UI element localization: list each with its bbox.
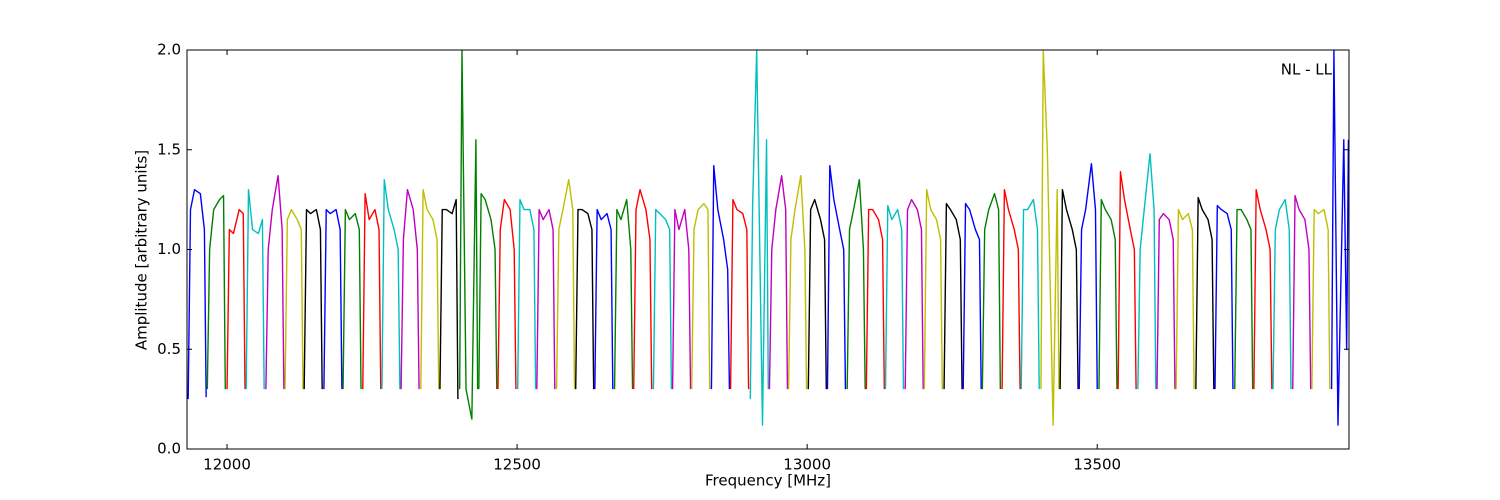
- line-series: [362, 192, 382, 390]
- line-series: [1330, 50, 1349, 426]
- line-series: [884, 204, 905, 390]
- line-series: [981, 192, 1002, 390]
- y-tick-label: 1.0: [157, 240, 181, 258]
- line-series: [613, 198, 634, 390]
- x-tick-label: 13500: [1073, 456, 1121, 474]
- line-series: [206, 194, 226, 390]
- line-series: [923, 188, 944, 390]
- line-series: [1156, 212, 1176, 390]
- line-series: [536, 208, 556, 390]
- line-series: [265, 174, 285, 390]
- line-series: [439, 198, 459, 400]
- line-series: [1078, 163, 1098, 390]
- line-series: [962, 202, 982, 390]
- line-series: [652, 208, 673, 390]
- line-series: [1059, 188, 1079, 390]
- line-series: [245, 188, 265, 390]
- line-series: [729, 198, 750, 390]
- line-series: [303, 208, 323, 390]
- line-series: [846, 178, 866, 390]
- line-series: [710, 165, 731, 390]
- line-series: [633, 188, 653, 390]
- line-series: [400, 188, 420, 390]
- line-series: [458, 50, 479, 420]
- line-series: [826, 165, 847, 390]
- line-series: [1175, 208, 1195, 390]
- line-series: [691, 202, 711, 390]
- line-series: [904, 198, 924, 390]
- y-tick-label: 0.5: [157, 340, 181, 358]
- x-tick-label: 12000: [203, 456, 251, 474]
- line-series: [226, 208, 246, 390]
- lines: [187, 50, 1349, 426]
- line-series: [768, 174, 789, 390]
- line-series: [943, 202, 963, 390]
- x-tick-label: 13000: [783, 456, 831, 474]
- line-series: [342, 208, 362, 390]
- line-series: [497, 198, 517, 390]
- line-series: [516, 198, 537, 390]
- x-axis-label: Frequency [MHz]: [705, 472, 831, 490]
- y-tick-label: 2.0: [157, 41, 181, 59]
- line-series: [1292, 194, 1312, 390]
- line-series: [807, 198, 828, 390]
- line-series: [1020, 198, 1040, 390]
- line-series: [1253, 188, 1273, 390]
- line-series: [1001, 188, 1021, 390]
- line-series: [865, 208, 886, 390]
- y-tick-label: 0.0: [157, 440, 181, 458]
- line-series: [1098, 198, 1118, 390]
- line-series: [420, 188, 440, 390]
- line-series: [574, 208, 595, 390]
- line-series: [671, 208, 692, 390]
- line-series: [1040, 50, 1060, 426]
- y-axis-label: Amplitude [arbitrary units]: [133, 150, 151, 350]
- line-series: [555, 178, 576, 390]
- annotation: NL - LL: [1281, 61, 1333, 79]
- line-series: [787, 174, 808, 390]
- line-series: [323, 208, 343, 390]
- line-series: [284, 208, 304, 390]
- line-series: [1311, 208, 1331, 390]
- line-series: [1234, 208, 1254, 390]
- line-series: [1214, 204, 1234, 390]
- x-tick-label: 12500: [493, 456, 541, 474]
- line-series: [594, 208, 614, 390]
- line-series: [1137, 153, 1157, 390]
- line-series: [381, 178, 401, 390]
- line-series: [1272, 198, 1292, 390]
- y-tick-label: 1.5: [157, 140, 181, 158]
- line-series: [749, 50, 769, 426]
- line-series: [1117, 170, 1137, 390]
- line-series: [478, 192, 498, 390]
- line-series: [1195, 196, 1215, 390]
- line-series: [187, 188, 207, 400]
